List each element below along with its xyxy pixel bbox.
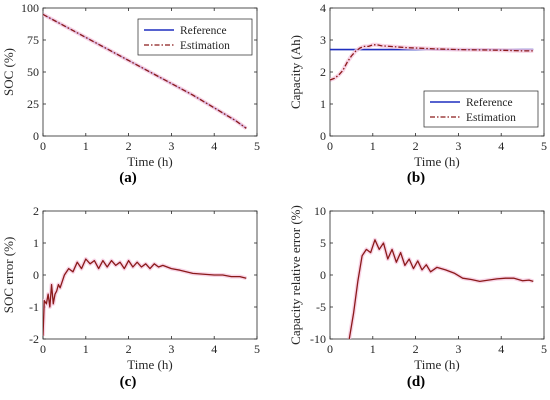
x-tick-label: 5	[541, 342, 547, 356]
y-tick-label: 25	[27, 97, 39, 111]
y-tick-label: -1	[29, 300, 39, 314]
axes-frame	[329, 210, 545, 340]
legend-label: Estimation	[180, 40, 230, 52]
plot-area	[43, 257, 247, 336]
x-tick-label: 3	[168, 139, 174, 153]
y-tick-label: 75	[27, 33, 39, 47]
x-tick-label: 5	[254, 342, 260, 356]
legend: Reference Estimation	[423, 90, 539, 128]
plot-area	[43, 12, 248, 130]
x-axis-label: Time (h)	[414, 154, 459, 169]
x-tick-label: 5	[254, 139, 260, 153]
y-tick-label: 3	[320, 33, 326, 47]
y-tick-label: 1	[320, 97, 326, 111]
y-tick-label: 2	[320, 65, 326, 79]
plot-area	[330, 42, 534, 82]
x-axis-label: Time (h)	[127, 357, 172, 372]
x-tick-label: 0	[40, 139, 46, 153]
series-glow	[330, 42, 534, 82]
x-tick-label: 4	[211, 342, 217, 356]
chart-panel-4: 0 1 2 3 4 5 -10 -5 0 5 10 Time (h) Capacity relative…	[288, 204, 547, 390]
panel-label: (d)	[407, 374, 425, 390]
legend: Reference Estimation	[137, 18, 253, 56]
x-tick-label: 3	[455, 342, 461, 356]
x-tick-label: 5	[541, 139, 547, 153]
y-tick-label: 2	[33, 204, 39, 218]
x-tick-label: 4	[498, 342, 504, 356]
legend-label: Reference	[180, 25, 227, 37]
y-tick-label: 0	[320, 268, 326, 282]
y-tick-label: 0	[320, 129, 326, 143]
x-tick-label: 0	[327, 139, 333, 153]
y-axis-label: SOC error (%)	[1, 237, 16, 314]
y-tick-label: 4	[320, 1, 326, 15]
x-tick-label: 0	[40, 342, 46, 356]
x-tick-label: 1	[370, 139, 376, 153]
y-tick-label: 5	[320, 236, 326, 250]
series-line	[348, 239, 534, 339]
x-tick-label: 1	[83, 139, 89, 153]
x-tick-label: 3	[455, 139, 461, 153]
x-tick-label: 2	[126, 342, 132, 356]
x-axis-label: Time (h)	[127, 154, 172, 169]
chart-panel-2: 0 1 2 3 4 5 0 1 2 3 4 Time (h) Capacity (Ah) (b) Refer…	[288, 1, 547, 186]
panel-label: (c)	[120, 374, 137, 390]
x-tick-label: 2	[413, 342, 419, 356]
legend-box	[423, 90, 539, 128]
y-tick-label: 100	[21, 1, 39, 15]
x-tick-label: 4	[211, 139, 217, 153]
x-tick-label: 2	[126, 139, 132, 153]
y-tick-label: 50	[27, 65, 39, 79]
y-tick-label: -10	[310, 332, 326, 346]
x-tick-label: 1	[83, 342, 89, 356]
plot-area	[347, 237, 534, 339]
panel-label: (a)	[119, 170, 137, 186]
x-tick-label: 3	[168, 342, 174, 356]
y-tick-label: 10	[314, 204, 326, 218]
x-tick-label: 4	[498, 139, 504, 153]
x-tick-label: 1	[370, 342, 376, 356]
series-glow	[347, 237, 534, 339]
y-tick-label: -2	[29, 332, 39, 346]
series-line	[43, 258, 247, 336]
panel-label: (b)	[407, 170, 425, 186]
legend-label: Reference	[466, 97, 513, 109]
y-axis-label: Capacity (Ah)	[288, 35, 303, 109]
legend-label: Estimation	[466, 112, 516, 124]
y-tick-label: 1	[33, 236, 39, 250]
y-tick-label: 0	[33, 268, 39, 282]
y-tick-label: -5	[316, 300, 326, 314]
legend-box	[137, 18, 253, 56]
series-line	[43, 13, 247, 129]
y-axis-label: SOC (%)	[1, 48, 16, 96]
x-tick-label: 0	[327, 342, 333, 356]
series-line	[330, 44, 534, 81]
y-axis-label: Capacity relative error (%)	[288, 205, 303, 345]
x-axis-label: Time (h)	[414, 357, 459, 372]
x-tick-label: 2	[413, 139, 419, 153]
y-tick-label: 0	[33, 129, 39, 143]
